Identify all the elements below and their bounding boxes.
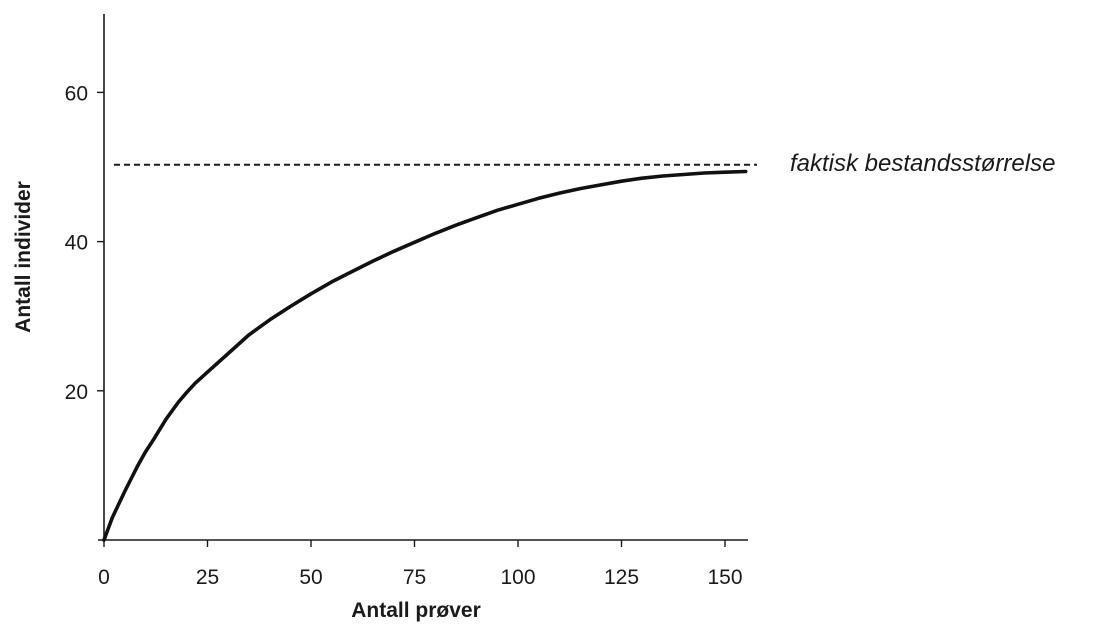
series-line [102, 169, 748, 542]
axes [98, 14, 748, 542]
y-tick-label: 40 [65, 232, 88, 255]
x-tick-label: 75 [403, 566, 426, 589]
y-axis-title: Antall individer [12, 181, 35, 333]
x-tick-label: 0 [98, 566, 110, 589]
series-group [102, 169, 748, 542]
x-tick-label: 150 [707, 566, 742, 589]
ticks: 0 25 50 75 100 125 150 20 40 60 [65, 82, 743, 589]
reference-line-label: faktisk bestandsstørrelse [790, 150, 1055, 177]
y-tick-label: 20 [65, 381, 88, 404]
x-axis-title: Antall prøver [351, 599, 481, 622]
y-tick-label: 60 [65, 82, 88, 105]
x-tick-label: 25 [196, 566, 219, 589]
x-tick-label: 100 [500, 566, 535, 589]
x-tick-label: 50 [299, 566, 322, 589]
x-tick-label: 125 [604, 566, 639, 589]
